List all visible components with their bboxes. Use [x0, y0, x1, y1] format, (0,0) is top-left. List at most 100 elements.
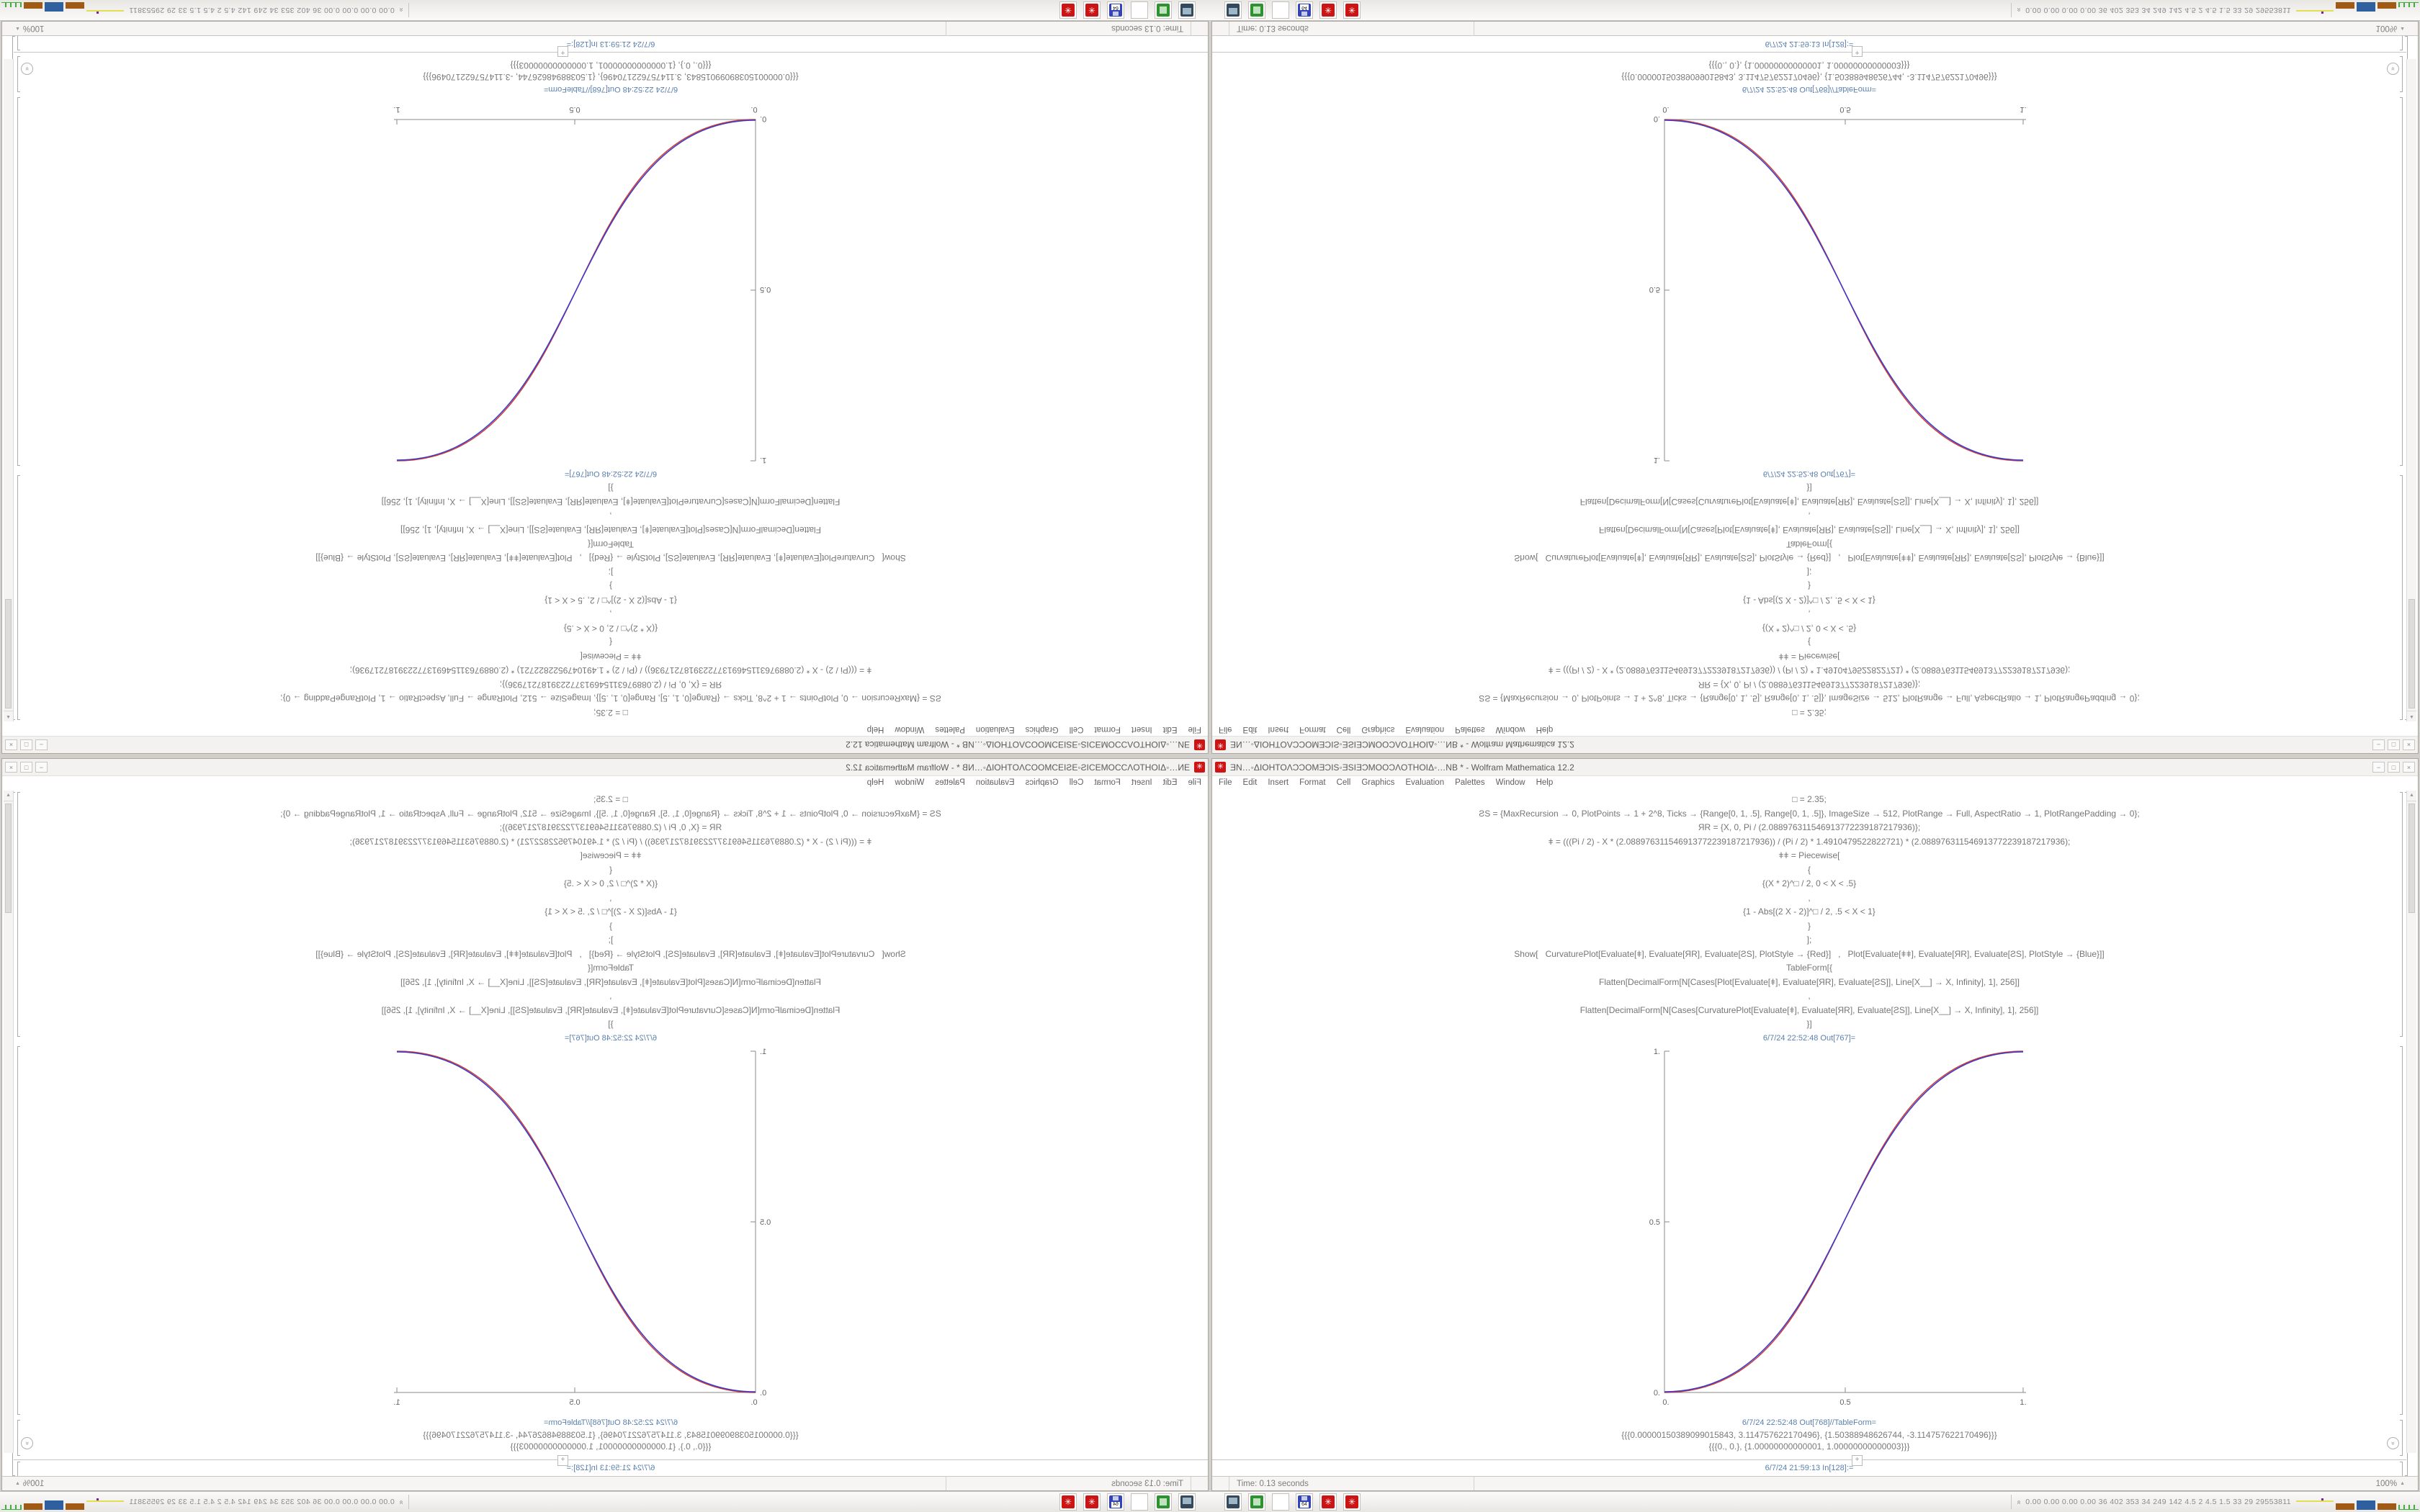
menu-item-graphics[interactable]: Graphics	[1025, 778, 1059, 787]
title-bar[interactable]: ✳ ƎN…◦ΔIOHTOΛƆƆOMƎƆIS◦ƎSIƎƆMOOƆΛOTHOIΔ◦……	[2, 736, 1208, 753]
menu-item-cell[interactable]: Cell	[1336, 725, 1351, 734]
taskbar-button[interactable]: 64	[1296, 1493, 1313, 1511]
taskbar-button[interactable]	[1272, 1, 1289, 19]
menu-item-palettes[interactable]: Palettes	[1455, 778, 1485, 787]
cell-bracket-plot-output[interactable]	[2400, 97, 2403, 466]
menu-item-edit[interactable]: Edit	[1162, 725, 1178, 734]
menu-item-format[interactable]: Format	[1299, 725, 1326, 734]
menu-item-cell[interactable]: Cell	[1069, 778, 1084, 787]
menu-item-file[interactable]: File	[1188, 725, 1201, 734]
menu-item-edit[interactable]: Edit	[1242, 778, 1258, 787]
magnification-value[interactable]: 100%	[22, 24, 45, 33]
cell-bracket-inputs[interactable]	[2400, 475, 2403, 720]
close-button[interactable]: ×	[5, 762, 17, 773]
cell-bracket-table-output[interactable]	[2400, 1420, 2403, 1456]
taskbar-button[interactable]	[1272, 1493, 1289, 1511]
maximize-button[interactable]: □	[20, 739, 32, 750]
taskbar-button[interactable]	[1131, 1, 1148, 19]
taskbar-button[interactable]: 64	[1296, 1, 1313, 19]
insert-cell-plus-icon[interactable]: +	[1852, 46, 1863, 58]
menu-item-edit[interactable]: Edit	[1242, 725, 1258, 734]
taskbar-button[interactable]: ✳	[1343, 1493, 1361, 1511]
menu-item-evaluation[interactable]: Evaluation	[975, 778, 1015, 787]
taskbar-button[interactable]	[1178, 1493, 1196, 1511]
taskbar-button[interactable]	[1178, 1, 1196, 19]
title-bar[interactable]: ✳ ƎN…◦ΔIOHTOΛƆƆOMƎƆIS◦ƎSIƎƆMOOƆΛOTHOIΔ◦……	[1212, 736, 2418, 753]
taskbar-button[interactable]	[1248, 1, 1265, 19]
menu-item-insert[interactable]: Insert	[1268, 778, 1289, 787]
menu-item-graphics[interactable]: Graphics	[1361, 778, 1395, 787]
magnification-value[interactable]: 100%	[2375, 1479, 2398, 1488]
taskbar-button[interactable]: ✳	[1059, 1, 1077, 19]
taskbar-button[interactable]: ✳	[1319, 1, 1337, 19]
menu-item-window[interactable]: Window	[1495, 778, 1525, 787]
menu-item-window[interactable]: Window	[895, 778, 925, 787]
menu-item-graphics[interactable]: Graphics	[1025, 725, 1059, 734]
taskbar-button[interactable]: ✳	[1083, 1, 1101, 19]
menu-item-help[interactable]: Help	[1536, 778, 1554, 787]
cell-bracket-in-label[interactable]	[17, 1462, 20, 1477]
menu-item-graphics[interactable]: Graphics	[1361, 725, 1395, 734]
magnification-arrow-icon[interactable]: ▲	[15, 26, 20, 31]
menu-item-cell[interactable]: Cell	[1336, 778, 1351, 787]
cell-bracket-in-label[interactable]	[2400, 1462, 2403, 1477]
maximize-button[interactable]: □	[20, 762, 32, 773]
menu-item-edit[interactable]: Edit	[1162, 778, 1178, 787]
menu-item-window[interactable]: Window	[895, 725, 925, 734]
cell-bracket-plot-output[interactable]	[17, 97, 20, 466]
taskbar-button[interactable]	[1155, 1, 1172, 19]
menu-item-format[interactable]: Format	[1094, 725, 1121, 734]
menu-item-evaluation[interactable]: Evaluation	[1405, 778, 1445, 787]
menu-item-cell[interactable]: Cell	[1069, 725, 1084, 734]
elision-chevron-icon[interactable]: »	[2387, 1437, 2399, 1449]
taskbar-button[interactable]: ✳	[1083, 1493, 1101, 1511]
menu-item-format[interactable]: Format	[1299, 778, 1326, 787]
cell-insertion-bar[interactable]: +	[14, 1454, 1208, 1466]
close-button[interactable]: ×	[2403, 739, 2415, 750]
cell-bracket-inputs[interactable]	[17, 475, 20, 720]
cell-bracket-inputs[interactable]	[17, 792, 20, 1037]
vertical-scrollbar[interactable]: ▲	[2406, 59, 2416, 721]
menu-item-evaluation[interactable]: Evaluation	[975, 725, 1015, 734]
tray-collapse-chevron-icon[interactable]: »	[398, 8, 406, 12]
cell-bracket-table-output[interactable]	[17, 56, 20, 92]
taskbar-button[interactable]: ✳	[1059, 1493, 1077, 1511]
menu-item-help[interactable]: Help	[1536, 725, 1554, 734]
cell-bracket-table-output[interactable]	[2400, 56, 2403, 92]
minimize-button[interactable]: −	[2372, 739, 2385, 750]
menu-item-palettes[interactable]: Palettes	[1455, 725, 1485, 734]
menu-item-help[interactable]: Help	[866, 725, 884, 734]
minimize-button[interactable]: −	[2372, 762, 2385, 773]
scroll-up-arrow-icon[interactable]: ▲	[4, 791, 13, 801]
cell-bracket-table-output[interactable]	[17, 1420, 20, 1456]
menu-item-palettes[interactable]: Palettes	[935, 778, 965, 787]
taskbar-button[interactable]	[1155, 1493, 1172, 1511]
tray-collapse-chevron-icon[interactable]: »	[2014, 1500, 2022, 1504]
title-bar[interactable]: ✳ ƎN…◦ΔIOHTOΛƆƆOMƎƆIS◦ƎSIƎƆMOOƆΛOTHOIΔ◦……	[2, 759, 1208, 776]
scrollbar-thumb[interactable]	[5, 804, 12, 913]
close-button[interactable]: ×	[2403, 762, 2415, 773]
insert-cell-plus-icon[interactable]: +	[557, 46, 568, 58]
tray-collapse-chevron-icon[interactable]: »	[398, 1500, 406, 1504]
minimize-button[interactable]: −	[35, 739, 48, 750]
menu-item-file[interactable]: File	[1219, 725, 1232, 734]
elision-chevron-icon[interactable]: »	[21, 63, 33, 75]
maximize-button[interactable]: □	[2388, 739, 2400, 750]
cell-bracket-inputs[interactable]	[2400, 792, 2403, 1037]
magnification-indicator[interactable]: 100% ▲	[2, 1480, 44, 1488]
taskbar-button[interactable]: ✳	[1319, 1493, 1337, 1511]
menu-item-file[interactable]: File	[1188, 778, 1201, 787]
cell-insertion-bar[interactable]: +	[1212, 1454, 2406, 1466]
taskbar-button[interactable]: 64	[1107, 1, 1124, 19]
menu-item-insert[interactable]: Insert	[1131, 725, 1152, 734]
magnification-indicator[interactable]: 100% ▲	[2376, 1480, 2418, 1488]
scroll-up-arrow-icon[interactable]: ▲	[2407, 711, 2416, 721]
menu-item-window[interactable]: Window	[1495, 725, 1525, 734]
elision-chevron-icon[interactable]: »	[21, 1437, 33, 1449]
taskbar-button[interactable]	[1224, 1, 1242, 19]
cell-bracket-plot-output[interactable]	[17, 1046, 20, 1415]
elision-chevron-icon[interactable]: »	[2387, 63, 2399, 75]
menu-item-file[interactable]: File	[1219, 778, 1232, 787]
magnification-indicator[interactable]: 100% ▲	[2, 24, 44, 33]
insert-cell-plus-icon[interactable]: +	[1852, 1454, 1863, 1466]
